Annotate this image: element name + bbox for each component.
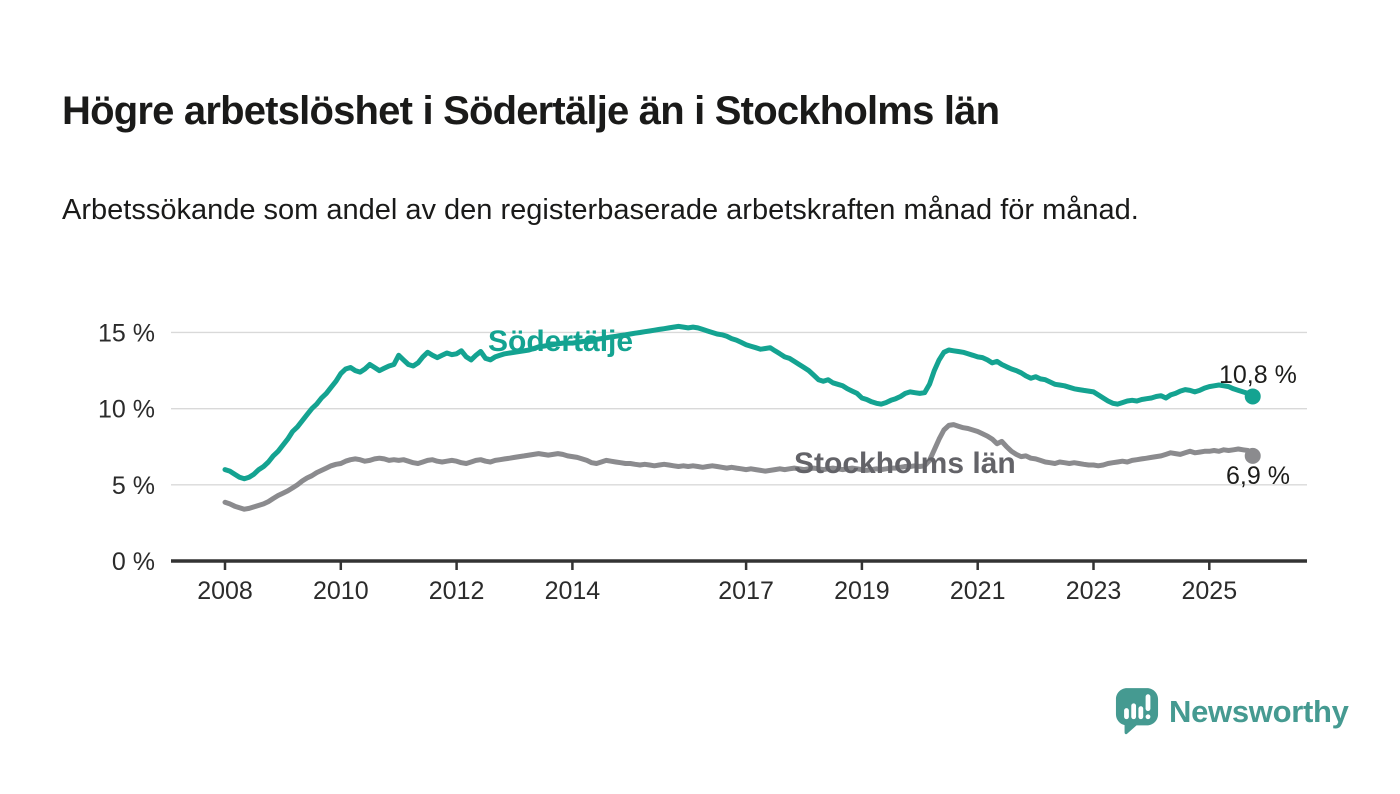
x-tick-label-2023: 2023	[1066, 577, 1122, 605]
y-tick-label-10: 10 %	[98, 396, 155, 424]
newsworthy-logo: Newsworthy	[1115, 687, 1349, 737]
y-tick-label-5: 5 %	[112, 472, 155, 500]
x-tick-label-2014: 2014	[545, 577, 601, 605]
end-value-label-stockholms-lan: 6,9 %	[1226, 462, 1290, 490]
page-subtitle: Arbetssökande som andel av den registerb…	[62, 194, 1139, 226]
page-title: Högre arbetslöshet i Södertälje än i Sto…	[62, 88, 1000, 133]
x-tick-label-2021: 2021	[950, 577, 1006, 605]
series-end-dots	[1244, 388, 1261, 464]
line-Södertälje	[222, 323, 1256, 482]
y-axis-tick-labels: 0 % 5 % 10 % 15 %	[98, 319, 155, 576]
y-tick-label-0: 0 %	[112, 548, 155, 576]
end-dot-Södertälje	[1244, 388, 1261, 405]
x-tick-label-2025: 2025	[1181, 577, 1237, 605]
series-lines	[222, 323, 1256, 512]
x-tick-label-2008: 2008	[197, 577, 253, 605]
series-label-stockholms-lan: Stockholms län	[794, 447, 1016, 480]
x-tick-label-2010: 2010	[313, 577, 369, 605]
logo-text: Newsworthy	[1169, 694, 1349, 729]
x-tick-label-2017: 2017	[718, 577, 774, 605]
end-value-label-sodertalje: 10,8 %	[1219, 361, 1297, 389]
x-axis	[171, 559, 1307, 570]
y-gridlines	[171, 331, 1307, 486]
series-label-sodertalje: Södertälje	[488, 325, 634, 358]
x-axis-tick-labels: 2008 2010 2012 2014 2017 2019 2021 2023 2025	[197, 577, 1237, 605]
speech-bubble-bar-chart-icon	[1115, 688, 1159, 735]
line-Stockholms län	[222, 422, 1256, 512]
end-dot-Stockholms län	[1244, 447, 1261, 464]
x-tick-label-2012: 2012	[429, 577, 485, 605]
y-tick-label-15: 15 %	[98, 319, 155, 347]
x-tick-label-2019: 2019	[834, 577, 890, 605]
